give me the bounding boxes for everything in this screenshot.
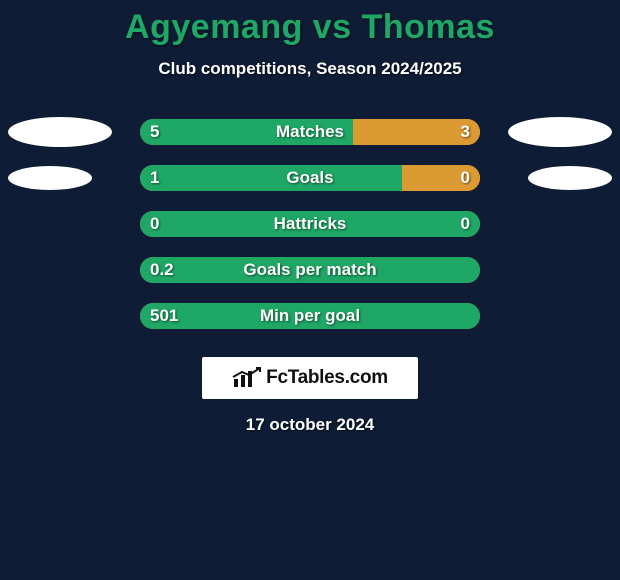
player-blob-left xyxy=(8,166,92,190)
stat-row: 501 Min per goal xyxy=(0,293,620,339)
stat-value-left: 1 xyxy=(150,168,159,188)
player-blob-left xyxy=(8,117,112,147)
stat-row: 1 0 Goals xyxy=(0,155,620,201)
stat-label: Hattricks xyxy=(274,214,347,234)
stat-value-left: 501 xyxy=(150,306,178,326)
player-blob-right xyxy=(528,166,612,190)
stat-label: Goals xyxy=(286,168,333,188)
page-title: Agyemang vs Thomas xyxy=(0,0,620,47)
stat-value-left: 0.2 xyxy=(150,260,174,280)
subtitle: Club competitions, Season 2024/2025 xyxy=(0,59,620,79)
stat-label: Min per goal xyxy=(260,306,360,326)
stat-value-right: 3 xyxy=(461,122,470,142)
stat-value-right: 0 xyxy=(461,214,470,234)
chart-area: 5 3 Matches 1 0 Goals 0 0 Hattricks 0.2 Goals per … xyxy=(0,109,620,339)
stat-row: 5 3 Matches xyxy=(0,109,620,155)
bar-fill-left xyxy=(140,165,402,191)
comparison-infographic: Agyemang vs Thomas Club competitions, Se… xyxy=(0,0,620,580)
logo-text: FcTables.com xyxy=(266,367,388,389)
stat-label: Matches xyxy=(276,122,344,142)
stat-value-right: 0 xyxy=(461,168,470,188)
stat-value-left: 0 xyxy=(150,214,159,234)
bar-chart-icon xyxy=(232,367,262,389)
stat-label: Goals per match xyxy=(243,260,376,280)
stat-row: 0 0 Hattricks xyxy=(0,201,620,247)
stat-value-left: 5 xyxy=(150,122,159,142)
date-label: 17 october 2024 xyxy=(0,415,620,435)
player-blob-right xyxy=(508,117,612,147)
stat-row: 0.2 Goals per match xyxy=(0,247,620,293)
source-logo: FcTables.com xyxy=(202,357,418,399)
